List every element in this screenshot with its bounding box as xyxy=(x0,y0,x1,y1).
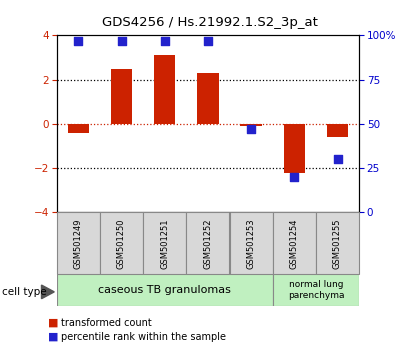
Polygon shape xyxy=(42,285,54,299)
Text: GSM501251: GSM501251 xyxy=(160,218,169,269)
Text: ■: ■ xyxy=(48,318,59,328)
Bar xyxy=(57,274,273,306)
Bar xyxy=(111,69,132,124)
Text: GSM501249: GSM501249 xyxy=(74,218,83,269)
Bar xyxy=(327,124,348,137)
Bar xyxy=(100,212,143,274)
Text: caseous TB granulomas: caseous TB granulomas xyxy=(98,285,231,295)
Text: GDS4256 / Hs.21992.1.S2_3p_at: GDS4256 / Hs.21992.1.S2_3p_at xyxy=(102,16,318,29)
Text: GSM501250: GSM501250 xyxy=(117,218,126,269)
Point xyxy=(334,156,341,162)
Text: GSM501252: GSM501252 xyxy=(203,218,213,269)
Bar xyxy=(284,124,305,172)
Point xyxy=(75,38,81,44)
Point xyxy=(161,38,168,44)
Bar xyxy=(316,212,359,274)
Text: ■: ■ xyxy=(48,332,59,342)
Bar xyxy=(186,212,229,274)
Text: GSM501254: GSM501254 xyxy=(290,218,299,269)
Text: GSM501255: GSM501255 xyxy=(333,218,342,269)
Bar xyxy=(143,212,186,274)
Bar xyxy=(57,212,100,274)
Text: GSM501253: GSM501253 xyxy=(247,218,256,269)
Bar xyxy=(68,124,89,133)
Text: normal lung
parenchyma: normal lung parenchyma xyxy=(288,280,344,300)
Text: percentile rank within the sample: percentile rank within the sample xyxy=(61,332,226,342)
Point xyxy=(205,38,211,44)
Point xyxy=(118,38,125,44)
Point xyxy=(248,126,255,132)
Bar xyxy=(229,212,273,274)
Text: transformed count: transformed count xyxy=(61,318,152,328)
Bar xyxy=(273,274,359,306)
Bar xyxy=(273,212,316,274)
Text: cell type: cell type xyxy=(2,287,47,297)
Point xyxy=(291,174,298,180)
Bar xyxy=(154,55,176,124)
Bar xyxy=(240,124,262,126)
Bar xyxy=(197,73,219,124)
